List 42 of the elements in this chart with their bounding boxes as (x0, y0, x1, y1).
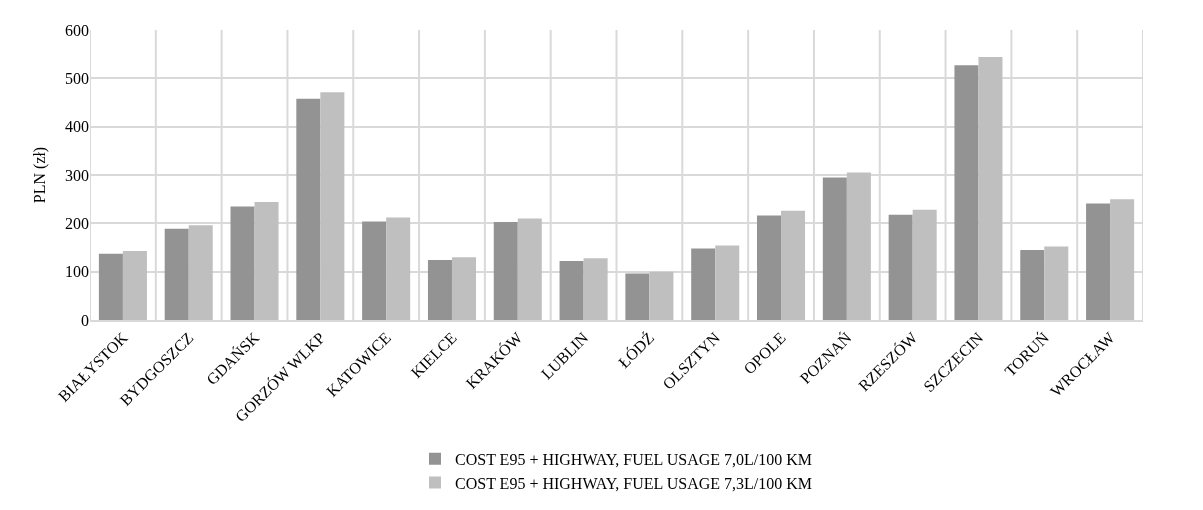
bar (978, 57, 1003, 320)
y-tick-label: 200 (65, 214, 89, 232)
y-tick-label: 0 (81, 311, 89, 329)
bar (912, 209, 937, 320)
y-tick-label: 600 (65, 21, 89, 39)
bar (649, 271, 674, 320)
bar (362, 221, 387, 320)
bar (98, 253, 123, 320)
legend-label: COST E95 + HIGHWAY, FUEL USAGE 7,3L/100 KM (455, 474, 813, 492)
bar (954, 65, 979, 320)
bar (1086, 203, 1111, 320)
bar (451, 257, 476, 320)
bar (427, 260, 452, 320)
bar (781, 210, 806, 320)
bar (888, 214, 913, 320)
legend-label: COST E95 + HIGHWAY, FUEL USAGE 7,0L/100 KM (455, 450, 813, 468)
bar (386, 217, 411, 320)
bar (715, 245, 740, 320)
bar (122, 250, 147, 320)
y-tick-label: 500 (65, 69, 89, 87)
bar (254, 202, 279, 320)
bar (846, 172, 871, 320)
bar (559, 261, 584, 320)
bar (517, 218, 542, 320)
y-tick-label: 300 (65, 166, 89, 184)
bar (230, 206, 255, 320)
bar (691, 248, 716, 320)
bar (493, 221, 518, 320)
y-axis-title: PLN (zł) (30, 146, 49, 204)
bar (583, 258, 608, 320)
bar (296, 98, 321, 320)
y-tick-label: 400 (65, 118, 89, 136)
bar (1020, 249, 1045, 320)
bar (1110, 199, 1135, 320)
bar (1044, 246, 1069, 320)
bar (757, 215, 782, 320)
y-tick-label: 100 (65, 263, 89, 281)
bar (188, 225, 213, 320)
bar (822, 177, 847, 320)
bar (320, 92, 345, 320)
bar (625, 273, 650, 320)
bar (164, 228, 189, 320)
